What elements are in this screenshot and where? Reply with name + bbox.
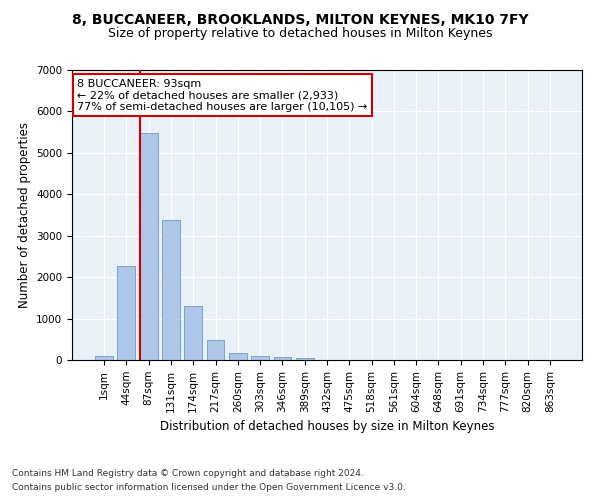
Bar bbox=[251, 356, 269, 360]
Bar bbox=[229, 353, 247, 360]
Text: Contains public sector information licensed under the Open Government Licence v3: Contains public sector information licen… bbox=[12, 484, 406, 492]
Bar bbox=[206, 340, 224, 360]
Text: 8, BUCCANEER, BROOKLANDS, MILTON KEYNES, MK10 7FY: 8, BUCCANEER, BROOKLANDS, MILTON KEYNES,… bbox=[71, 12, 529, 26]
Bar bbox=[184, 306, 202, 360]
Bar bbox=[95, 356, 113, 360]
X-axis label: Distribution of detached houses by size in Milton Keynes: Distribution of detached houses by size … bbox=[160, 420, 494, 433]
Bar bbox=[118, 266, 136, 360]
Text: Size of property relative to detached houses in Milton Keynes: Size of property relative to detached ho… bbox=[108, 28, 492, 40]
Y-axis label: Number of detached properties: Number of detached properties bbox=[17, 122, 31, 308]
Bar bbox=[162, 220, 180, 360]
Bar bbox=[274, 357, 292, 360]
Bar bbox=[140, 133, 158, 360]
Text: 8 BUCCANEER: 93sqm
← 22% of detached houses are smaller (2,933)
77% of semi-deta: 8 BUCCANEER: 93sqm ← 22% of detached hou… bbox=[77, 78, 367, 112]
Bar bbox=[296, 358, 314, 360]
Text: Contains HM Land Registry data © Crown copyright and database right 2024.: Contains HM Land Registry data © Crown c… bbox=[12, 468, 364, 477]
